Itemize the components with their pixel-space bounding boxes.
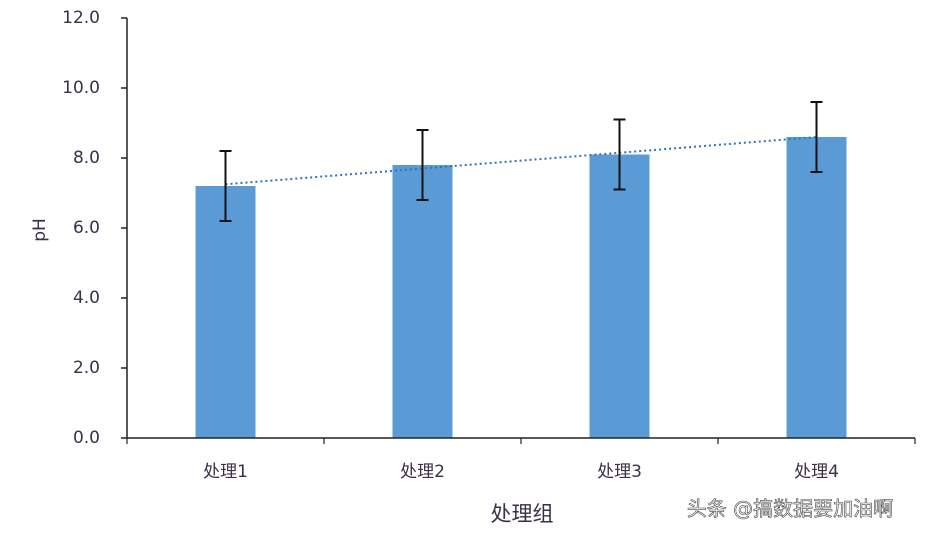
error-bar	[810, 101, 823, 173]
bar	[589, 154, 650, 438]
watermark: 头条 @搞数据要加油啊	[687, 497, 893, 521]
y-tick-label: 2.0	[73, 358, 100, 378]
trendline	[225, 136, 817, 186]
y-tick-label: 4.0	[73, 288, 100, 308]
x-tick-label: 处理4	[794, 462, 839, 482]
y-tick-label: 12.0	[62, 8, 100, 28]
error-bar	[416, 129, 429, 201]
y-tick-label: 0.0	[73, 428, 100, 448]
bar	[392, 165, 453, 438]
error-bar	[613, 118, 626, 191]
error-bar	[219, 150, 232, 222]
y-axis-title: pH	[30, 218, 50, 242]
bar	[195, 186, 256, 438]
y-tick-label: 6.0	[73, 218, 100, 238]
x-tick-label: 处理1	[203, 462, 248, 482]
x-axis-title: 处理组	[491, 502, 554, 526]
bar	[786, 137, 847, 438]
x-tick-label: 处理2	[400, 462, 445, 482]
y-tick-label: 8.0	[73, 148, 100, 168]
y-tick-label: 10.0	[62, 78, 100, 98]
x-tick-label: 处理3	[597, 462, 642, 482]
